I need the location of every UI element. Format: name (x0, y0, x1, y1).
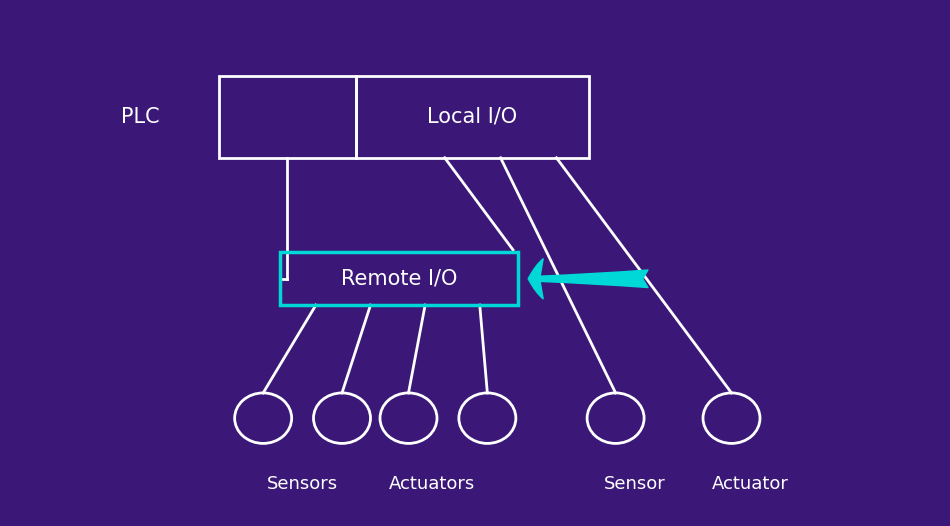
Bar (280, 252, 518, 305)
Text: Remote I/O: Remote I/O (341, 269, 457, 289)
Text: Sensors: Sensors (267, 475, 337, 493)
Bar (218, 76, 356, 158)
Bar (356, 76, 589, 158)
Text: Actuator: Actuator (712, 475, 788, 493)
Text: Actuators: Actuators (390, 475, 475, 493)
Text: Local I/O: Local I/O (428, 107, 517, 127)
Text: Sensor: Sensor (604, 475, 665, 493)
Text: PLC: PLC (122, 107, 160, 127)
